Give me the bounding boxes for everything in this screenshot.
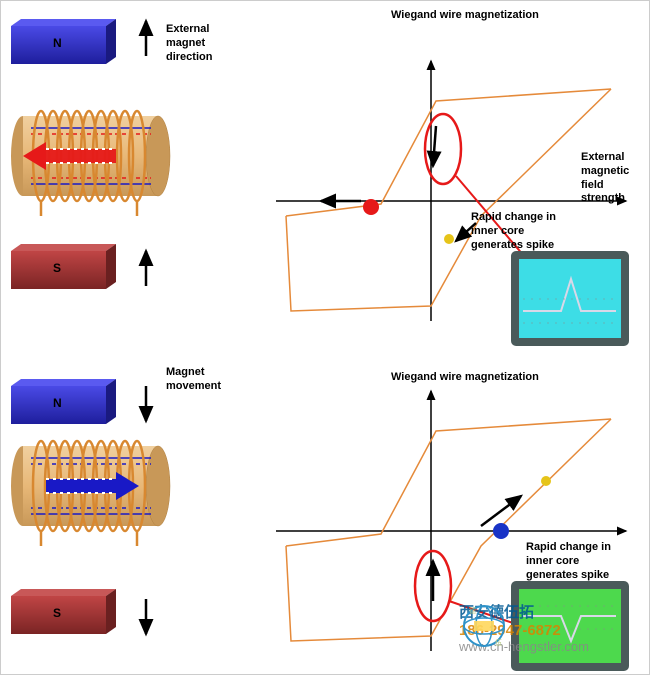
label-rapid-change-bottom: Rapid change in inner core generates spi… xyxy=(526,541,611,582)
svg-text:德: 德 xyxy=(469,606,476,615)
label-magnet-movement: Magnet movement xyxy=(166,366,221,394)
magnet-s-bottom xyxy=(11,589,116,634)
label-rapid-change-top: Rapid change in inner core generates spi… xyxy=(471,211,556,252)
label-n-bottom: N xyxy=(53,396,62,410)
label-n-top: N xyxy=(53,36,62,50)
label-external-field-top: External magnetic field strength xyxy=(581,151,629,206)
coil-with-red-arrow xyxy=(11,111,170,216)
label-wiegand-top: Wiegand wire magnetization xyxy=(391,9,539,23)
label-wiegand-bottom: Wiegand wire magnetization xyxy=(391,371,539,385)
label-s-bottom: S xyxy=(53,606,61,620)
magnet-n-bottom xyxy=(11,379,116,424)
magnet-n-top xyxy=(11,19,116,64)
watermark: 德 伍 西安德伍拓 186-2947-6872 www.cn-hengstler… xyxy=(459,601,589,654)
magnet-s-top xyxy=(11,244,116,289)
globe-logo-icon: 德 伍 xyxy=(459,601,509,651)
oscilloscope-cyan xyxy=(511,251,629,346)
svg-text:伍: 伍 xyxy=(495,638,502,647)
label-s-top: S xyxy=(53,261,61,275)
coil-with-blue-arrow xyxy=(11,441,170,546)
label-external-magnet-direction: External magnet direction xyxy=(166,23,212,64)
